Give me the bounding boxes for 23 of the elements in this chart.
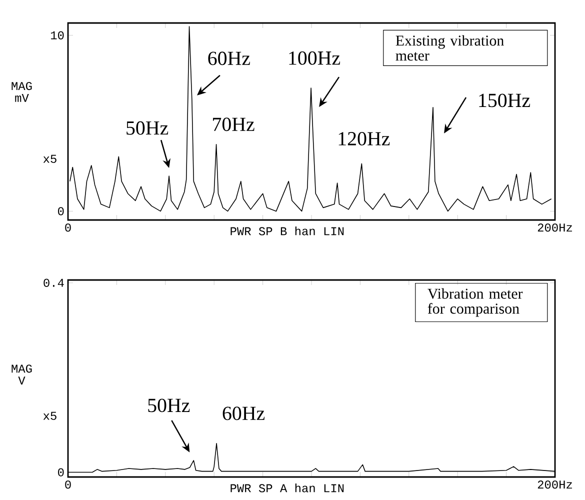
text: Existing vibration meter: [396, 35, 504, 61]
x-tick-label: 200Hz: [538, 480, 572, 489]
y-tick-label: 0.4: [44, 278, 64, 287]
annotation: 70Hz: [213, 118, 254, 132]
text: Vibration meter for comparison: [428, 288, 523, 317]
text: x5: [43, 154, 56, 163]
annotation: 60Hz: [222, 406, 265, 420]
annotation: 100Hz: [289, 51, 340, 65]
text: x5: [43, 412, 56, 420]
y-axis-title: MAG V: [12, 364, 32, 385]
annotation: 120Hz: [338, 132, 390, 146]
y-tick-label: 0: [58, 468, 64, 476]
x-axis-title: PWR SP A han LIN: [230, 484, 344, 492]
y-tick-label: 10: [50, 31, 64, 40]
annotation: 50Hz: [126, 121, 168, 135]
annotation: 150Hz: [479, 94, 530, 108]
y-tick-label: 0: [58, 207, 64, 216]
x-tick-label: 200Hz: [538, 224, 572, 232]
line-series: [70, 26, 552, 212]
annotation: 60Hz: [208, 52, 250, 66]
y-axis-title: MAG mV: [12, 82, 32, 102]
annotation: 50Hz: [148, 398, 190, 412]
x-axis-title: PWR SP B han LIN: [230, 226, 344, 236]
